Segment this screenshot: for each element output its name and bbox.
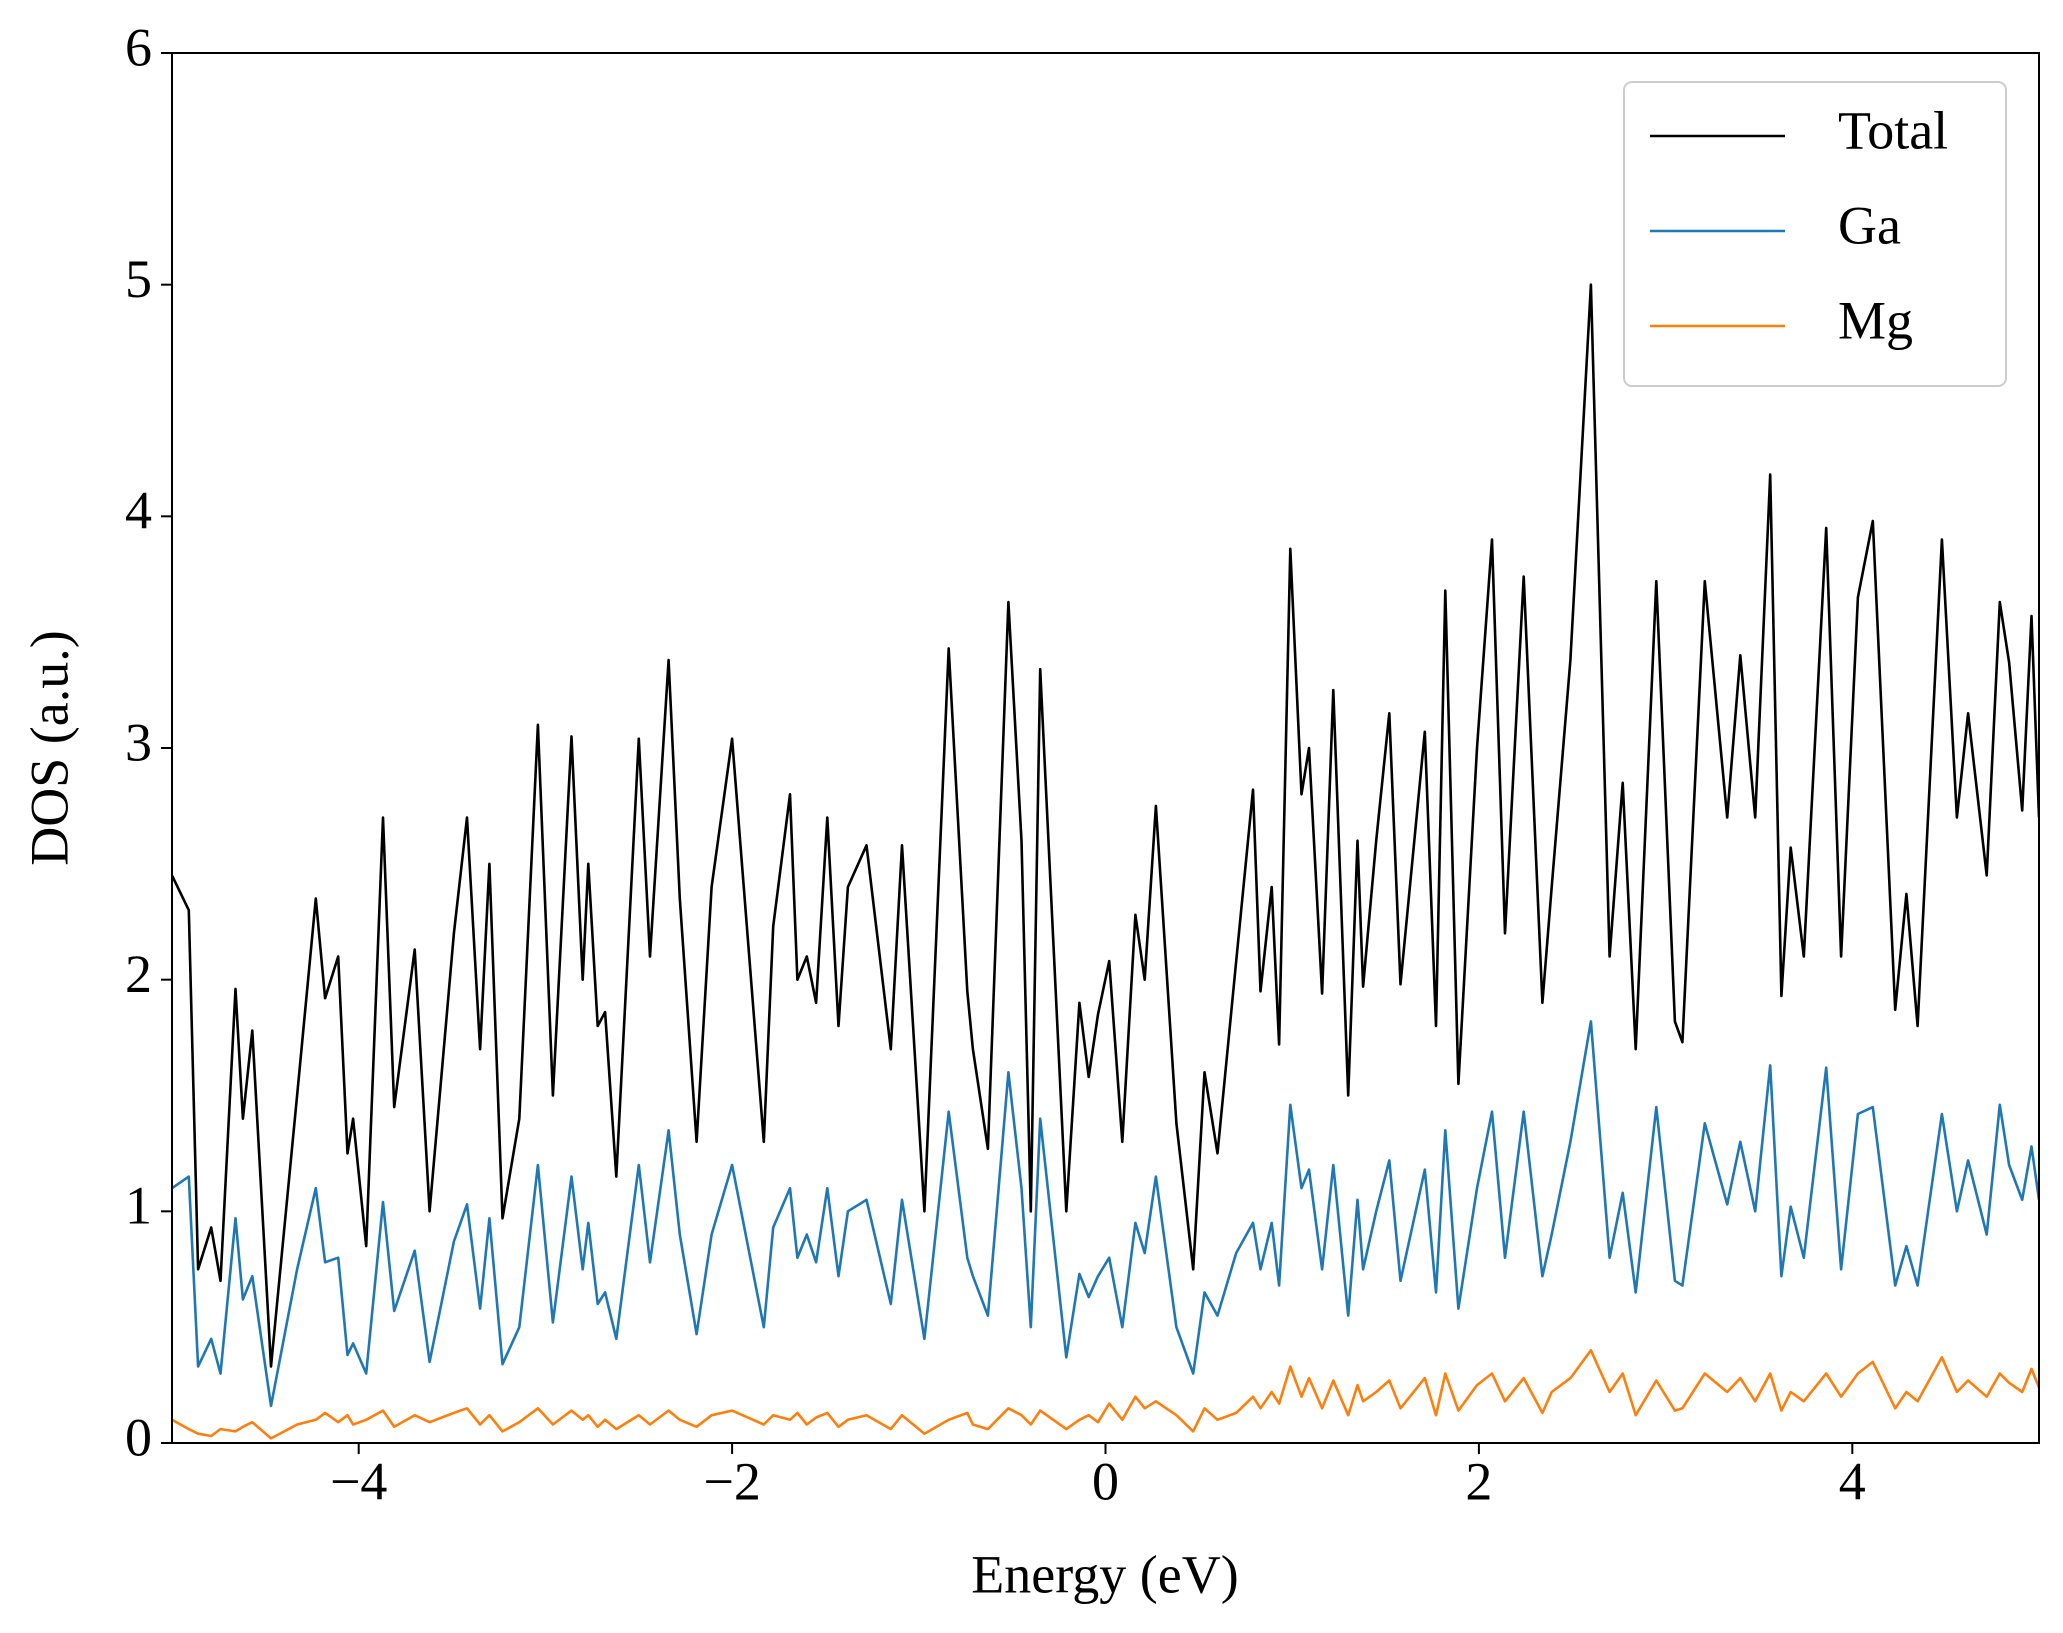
plot-frame bbox=[171, 52, 2040, 1444]
y-tick-label: 0 bbox=[125, 1407, 152, 1467]
y-tick-label: 2 bbox=[125, 944, 152, 1004]
x-tick-label: 4 bbox=[1839, 1451, 1866, 1511]
x-axis-label: Energy (eV) bbox=[971, 1544, 1238, 1604]
legend-label: Total bbox=[1838, 100, 1948, 160]
legend-label: Mg bbox=[1838, 290, 1913, 350]
y-tick-label: 3 bbox=[125, 712, 152, 772]
x-tick-label: 0 bbox=[1092, 1451, 1119, 1511]
x-tick-label: −2 bbox=[703, 1451, 760, 1511]
y-axis-label: DOS (a.u.) bbox=[19, 630, 79, 865]
legend-box bbox=[1623, 81, 2007, 387]
legend-label: Ga bbox=[1838, 195, 1901, 255]
y-tick-label: 1 bbox=[125, 1176, 152, 1236]
series-line bbox=[172, 1349, 2039, 1440]
x-tick-label: 2 bbox=[1465, 1451, 1492, 1511]
y-tick-label: 5 bbox=[125, 249, 152, 309]
x-tick-label: −4 bbox=[330, 1451, 387, 1511]
y-tick-label: 6 bbox=[125, 17, 152, 77]
series-line bbox=[172, 1020, 2039, 1408]
series-line bbox=[172, 283, 2039, 1368]
y-tick-label: 4 bbox=[125, 481, 152, 541]
